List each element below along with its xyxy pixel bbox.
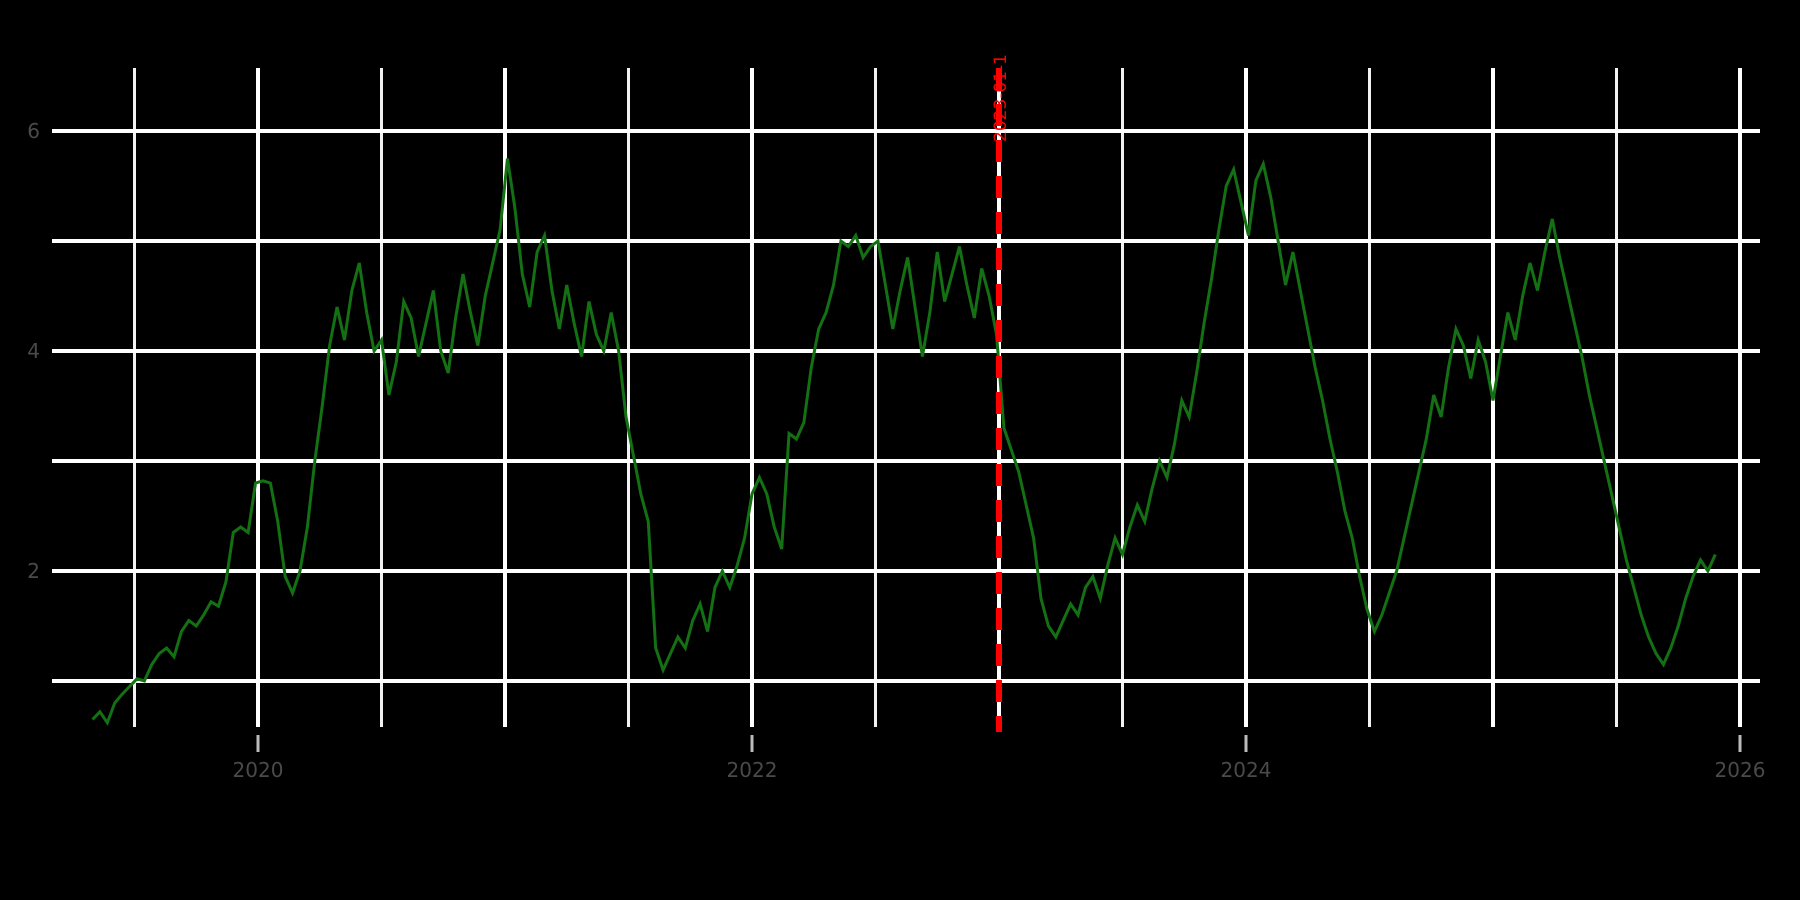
x-tick-label: 2024 bbox=[1220, 758, 1272, 782]
y-tick-label: 6 bbox=[27, 119, 40, 143]
y-gridlines-group bbox=[52, 129, 1760, 683]
data-series-group bbox=[91, 158, 1717, 727]
y-tick-label: 4 bbox=[27, 339, 40, 363]
annotation-vline-label: 2023-01-1 bbox=[991, 54, 1011, 142]
x-tickmarks-group bbox=[256, 735, 1742, 752]
series-line-0 bbox=[91, 158, 1717, 727]
x-tick-label: 2020 bbox=[232, 758, 284, 782]
y-tick-label: 2 bbox=[27, 559, 40, 583]
x-tick-label: 2022 bbox=[726, 758, 778, 782]
x-tick-label: 2026 bbox=[1714, 758, 1766, 782]
